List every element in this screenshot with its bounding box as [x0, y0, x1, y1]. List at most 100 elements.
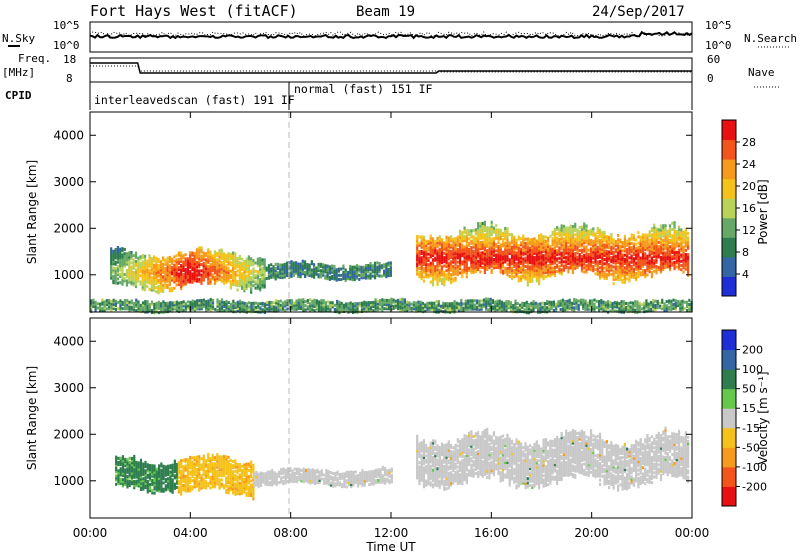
power-cell: [522, 249, 525, 253]
power-cell: [354, 301, 357, 305]
power-cell: [472, 245, 475, 249]
power-cell: [297, 304, 300, 308]
power-cell: [397, 305, 400, 309]
power-cell: [168, 276, 171, 280]
power-cell: [467, 303, 470, 307]
power-cell: [503, 303, 506, 307]
power-cell: [666, 252, 669, 256]
power-cell: [666, 244, 669, 248]
power-cell: [173, 305, 176, 309]
velocity-cell: [135, 473, 138, 477]
velocity-cell: [135, 479, 138, 483]
power-cell: [684, 248, 687, 252]
power-cell: [180, 303, 183, 307]
power-cell: [105, 299, 109, 303]
power-cell: [611, 304, 614, 308]
power-cell: [524, 277, 527, 281]
power-cell: [603, 243, 606, 247]
power-cell: [512, 308, 515, 312]
power-cell: [261, 277, 264, 281]
power-cell: [499, 232, 502, 236]
power-cell: [453, 304, 456, 308]
power-cell: [418, 260, 421, 264]
power-cell: [553, 232, 556, 236]
power-cell: [198, 246, 201, 250]
power-cell: [544, 266, 547, 270]
power-cell: [434, 267, 437, 271]
power-cell: [471, 303, 474, 307]
power-cell: [110, 276, 113, 280]
power-cell: [112, 304, 115, 308]
power-cell: [123, 277, 126, 281]
power-cell: [465, 248, 468, 252]
power-cell: [168, 255, 171, 259]
power-cell: [635, 265, 638, 269]
power-cell: [416, 268, 419, 272]
power-cell: [497, 257, 500, 261]
power-cell: [193, 274, 196, 278]
power-cell: [267, 276, 271, 280]
power-cell: [580, 250, 584, 254]
power-cell: [542, 235, 545, 239]
power-cell: [648, 234, 651, 238]
power-cell: [205, 304, 208, 308]
power-cell: [468, 254, 471, 258]
power-cell: [401, 299, 404, 303]
power-cell: [465, 258, 468, 262]
power-cell: [263, 283, 266, 287]
power-cell: [164, 277, 167, 281]
power-cell: [576, 240, 579, 244]
freq-tick-low: 8: [66, 72, 73, 85]
power-cell: [528, 246, 532, 250]
power-cell: [216, 279, 219, 283]
power-cell: [236, 284, 239, 288]
velocity-cell: [133, 475, 136, 479]
power-cell: [626, 239, 629, 243]
power-cell: [461, 231, 464, 235]
power-cell: [530, 308, 533, 312]
power-cell: [406, 306, 409, 310]
power-cell: [125, 258, 129, 262]
power-cell: [621, 240, 624, 244]
power-cell: [425, 239, 428, 243]
velocity-cell: [121, 457, 125, 461]
power-cell: [686, 267, 690, 271]
power-cell: [510, 274, 514, 278]
power-cell: [436, 251, 439, 255]
nsky-trace: [89, 30, 693, 40]
power-cell: [428, 305, 431, 309]
power-cell: [653, 240, 656, 244]
power-cell: [491, 301, 495, 305]
power-cell: [606, 306, 610, 310]
power-cell: [419, 306, 422, 310]
power-cell: [263, 285, 266, 289]
power-cell: [510, 260, 514, 264]
power-cell: [263, 302, 267, 306]
power-cell: [565, 251, 568, 255]
power-cell: [483, 258, 487, 262]
power-cell: [152, 284, 156, 288]
power-cell: [452, 239, 455, 243]
power-cell: [434, 277, 437, 281]
power-cell: [510, 251, 514, 255]
power-cell: [216, 272, 219, 276]
power-cell: [299, 273, 302, 277]
power-cell: [526, 237, 529, 241]
power-cell: [644, 254, 647, 258]
power-cell: [322, 299, 325, 303]
power-cell: [547, 249, 550, 253]
power-cell: [250, 257, 253, 261]
power-cell: [333, 269, 336, 273]
power-cell: [139, 308, 142, 312]
power-cell: [317, 262, 320, 266]
power-cell: [560, 238, 563, 242]
power-cell: [211, 300, 215, 304]
power-cell: [137, 264, 140, 268]
power-cell: [425, 266, 428, 270]
power-cell: [231, 276, 235, 280]
power-cell: [562, 254, 566, 258]
power-cell: [479, 259, 482, 263]
power-cell: [612, 250, 615, 254]
power-cell: [259, 257, 262, 261]
power-cell: [356, 304, 359, 308]
